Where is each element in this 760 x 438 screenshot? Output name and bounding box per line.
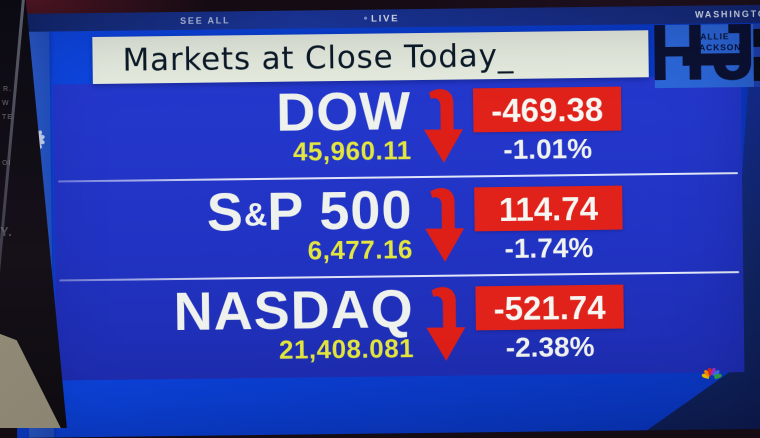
change-percent: -1.74% bbox=[504, 231, 594, 264]
tv-screen: SEE ALL LIVE WASHINGTON NBC NEWS NOW DOW… bbox=[12, 4, 760, 438]
screen-right-edge-strip bbox=[753, 23, 760, 87]
change-percent: -1.01% bbox=[503, 132, 593, 166]
bezel-text-fragment: TE bbox=[2, 114, 13, 121]
location-label: WASHINGTON bbox=[694, 8, 760, 20]
down-arrow-icon bbox=[425, 187, 465, 262]
change-value-badge: -469.38 bbox=[472, 86, 622, 133]
anchor-last-name: JACKSON bbox=[693, 41, 742, 53]
bezel-text-fragment: Y. bbox=[0, 224, 13, 239]
market-row-sp500: S&P 500 6,477.16 114.74 -1.74% bbox=[54, 175, 743, 281]
hallie-jackson-badge: H J HALLIE JACKSON bbox=[654, 23, 754, 89]
edge-block bbox=[753, 56, 760, 81]
change-value-badge: -521.74 bbox=[475, 284, 624, 331]
board-title-banner: Markets at Close Today_ bbox=[92, 30, 649, 85]
down-arrow-icon bbox=[426, 286, 466, 361]
markets-panel: DOW 45,960.11 -469.38 -1.01% S&P 500 6,4… bbox=[52, 76, 745, 381]
market-row-dow: DOW 45,960.11 -469.38 -1.01% bbox=[53, 76, 742, 182]
board-title: Markets at Close Today_ bbox=[122, 37, 515, 79]
live-dot-icon bbox=[364, 16, 368, 20]
bezel-text-fragment: R. bbox=[3, 86, 12, 93]
anchor-name: HALLIE JACKSON bbox=[693, 31, 741, 53]
change-percent: -2.38% bbox=[505, 330, 595, 363]
change-value-badge: 114.74 bbox=[474, 185, 623, 232]
nbc-peacock-icon bbox=[701, 367, 723, 380]
live-badge: LIVE bbox=[364, 13, 400, 25]
anchor-first-name: HALLIE bbox=[693, 31, 730, 42]
index-close-value: 6,477.16 bbox=[307, 234, 414, 266]
index-close-value: 45,960.11 bbox=[292, 135, 412, 167]
index-close-value: 21,408.081 bbox=[278, 333, 415, 365]
market-row-nasdaq: NASDAQ 21,408.081 -521.74 -2.38% bbox=[55, 274, 744, 380]
edge-block bbox=[753, 28, 760, 47]
bezel-text-fragment: OI bbox=[2, 160, 12, 167]
see-all-label: SEE ALL bbox=[180, 15, 231, 26]
bezel-text-fragment: W bbox=[2, 100, 10, 107]
down-arrow-icon bbox=[423, 88, 463, 163]
live-label: LIVE bbox=[371, 13, 400, 25]
